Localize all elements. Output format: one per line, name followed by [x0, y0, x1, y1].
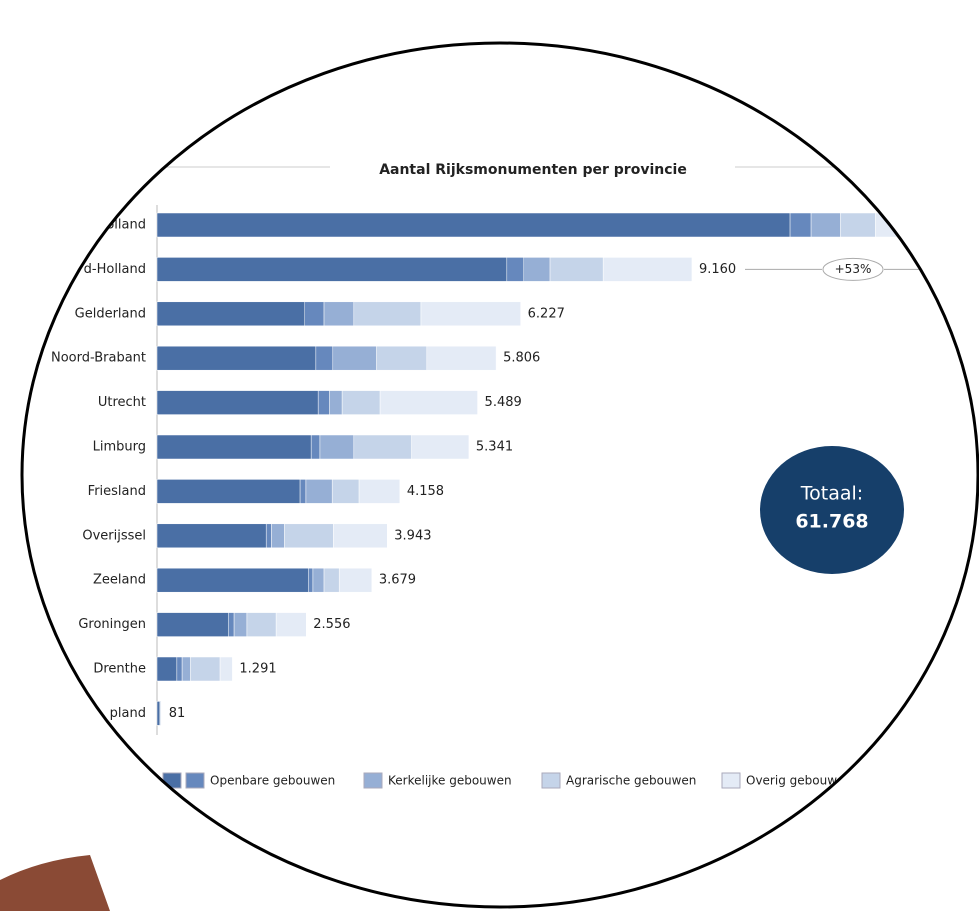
- bar-segment: [507, 257, 524, 281]
- bar-segment: [811, 213, 840, 237]
- total-label: 5.489: [485, 395, 522, 410]
- bar-segment: [300, 479, 306, 503]
- category-label: Drenthe: [93, 662, 146, 677]
- bar-segment: [247, 613, 276, 637]
- bar-segment: [332, 479, 359, 503]
- bar-segment: [359, 479, 400, 503]
- bar-segment: [316, 346, 333, 370]
- bar-segment: [157, 302, 305, 326]
- chart-title: Aantal Rijksmonumenten per provincie: [379, 162, 687, 178]
- bar-segment: [276, 613, 306, 637]
- bar-segment: [157, 613, 228, 637]
- bar-segment: [220, 657, 232, 681]
- legend-label: Kerkelijke gebouwen: [388, 774, 512, 788]
- bar-segment: [320, 435, 354, 459]
- total-label: 3.679: [379, 573, 416, 588]
- bar-segment: [324, 568, 339, 592]
- legend-swatch: [364, 773, 382, 788]
- bar-segment: [306, 479, 332, 503]
- bar-segment: [157, 391, 318, 415]
- bar-segment: [157, 479, 300, 503]
- bar-segment: [380, 391, 477, 415]
- total-label: 1.291: [239, 662, 276, 677]
- bar-segment: [421, 302, 521, 326]
- bar-segment: [284, 524, 333, 548]
- bar-segment: [157, 435, 311, 459]
- bar-segment: [318, 391, 329, 415]
- bar-segment: [412, 435, 469, 459]
- bar-segment: [157, 657, 177, 681]
- bar-segment: [308, 568, 313, 592]
- category-label: Noord-Brabant: [51, 351, 146, 366]
- bar-segment: [228, 613, 234, 637]
- bar-segment: [157, 213, 790, 237]
- category-label: Gelderland: [75, 306, 146, 321]
- total-caption: Totaal:: [800, 483, 863, 505]
- bar-segment: [311, 435, 320, 459]
- bar-segment: [524, 257, 550, 281]
- bar-segment: [182, 657, 190, 681]
- total-label: 9.160: [699, 262, 736, 277]
- total-label: 81: [169, 706, 186, 721]
- bar-segment: [603, 257, 692, 281]
- bar-segment: [377, 346, 427, 370]
- total-value: 61.768: [795, 511, 868, 533]
- category-label: Limburg: [93, 440, 146, 455]
- bar-segment: [342, 391, 380, 415]
- annotation: +53%: [835, 262, 872, 276]
- category-label: pland: [110, 706, 146, 721]
- category-label: Holland: [97, 218, 146, 233]
- bar-segment: [234, 613, 247, 637]
- category-label: d-Holland: [84, 262, 146, 277]
- bar-segment: [324, 302, 354, 326]
- bar-segment: [840, 213, 875, 237]
- total-label: 4.158: [407, 484, 444, 499]
- category-label: Friesland: [88, 484, 146, 499]
- bar-segment: [313, 568, 324, 592]
- category-label: Utrecht: [98, 395, 146, 410]
- category-label: Zeeland: [93, 573, 146, 588]
- bar-segment: [266, 524, 271, 548]
- bar-segment: [157, 701, 160, 725]
- total-label: 5.341: [476, 440, 513, 455]
- bar-segment: [550, 257, 603, 281]
- bar-segment: [354, 302, 421, 326]
- legend-swatch: [186, 773, 204, 788]
- total-label: 6.227: [528, 306, 565, 321]
- bar-segment: [333, 346, 377, 370]
- bar-segment: [333, 524, 387, 548]
- bar-segment: [157, 568, 308, 592]
- legend-label: Agrarische gebouwen: [566, 774, 696, 788]
- bar-segment: [157, 257, 507, 281]
- bar-segment: [177, 657, 182, 681]
- total-label: 2.556: [313, 617, 350, 632]
- background-brick: [0, 855, 110, 911]
- legend-swatch: [542, 773, 560, 788]
- bar-segment: [157, 346, 316, 370]
- bar-segment: [790, 213, 811, 237]
- category-label: Groningen: [78, 617, 146, 632]
- bar-segment: [157, 524, 266, 548]
- legend-swatch: [722, 773, 740, 788]
- legend-label: Openbare gebouwen: [210, 774, 335, 788]
- bar-segment: [271, 524, 284, 548]
- total-label: 3.943: [394, 528, 431, 543]
- bar-segment: [305, 302, 324, 326]
- bar-segment: [339, 568, 372, 592]
- total-label: 5.806: [503, 351, 540, 366]
- bar-segment: [190, 657, 220, 681]
- bar-segment: [329, 391, 342, 415]
- legend-label: Overig gebouw: [746, 774, 837, 788]
- bar-segment: [427, 346, 496, 370]
- category-label: Overijssel: [82, 528, 146, 543]
- bar-segment: [354, 435, 412, 459]
